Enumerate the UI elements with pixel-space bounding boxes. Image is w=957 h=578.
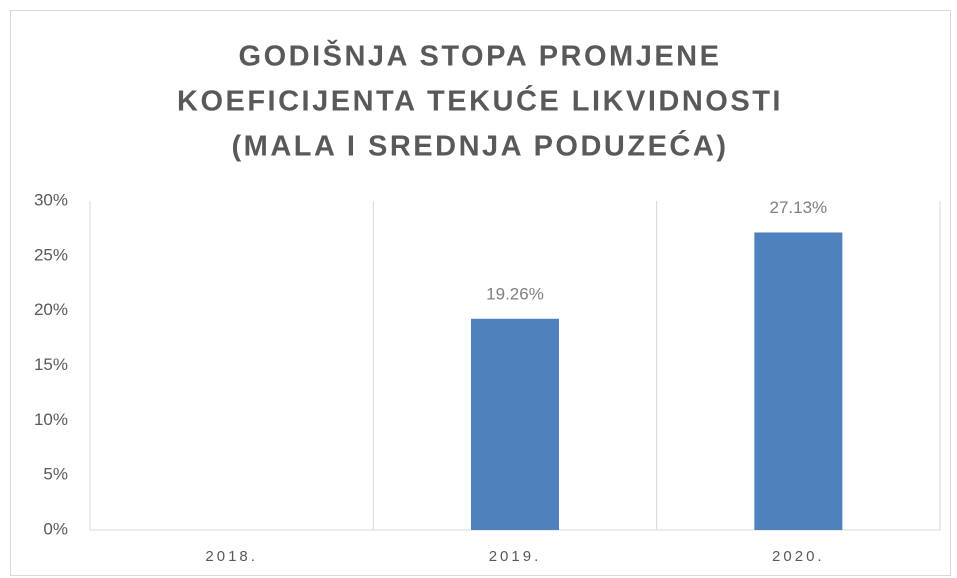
x-tick-label: 2019.: [489, 548, 542, 565]
y-tick-label: 20%: [34, 300, 68, 319]
x-tick-label: 2018.: [205, 548, 258, 565]
y-tick-label: 25%: [34, 245, 68, 264]
data-label: 27.13%: [769, 198, 827, 217]
chart-title: KOEFICIJENTA TEKUĆE LIKVIDNOSTI: [177, 84, 783, 118]
y-tick-label: 0%: [43, 519, 68, 538]
chart-title: (MALA I SREDNJA PODUZEĆA): [232, 129, 729, 163]
y-tick-label: 5%: [43, 465, 68, 484]
x-tick-label: 2020.: [772, 548, 825, 565]
bar: [754, 232, 843, 530]
data-label: 19.26%: [486, 284, 544, 303]
chart-title: GODIŠNJA STOPA PROMJENE: [239, 39, 722, 73]
y-tick-label: 30%: [34, 190, 68, 209]
y-tick-label: 15%: [34, 355, 68, 374]
bar: [471, 318, 559, 530]
y-tick-label: 10%: [34, 410, 68, 429]
